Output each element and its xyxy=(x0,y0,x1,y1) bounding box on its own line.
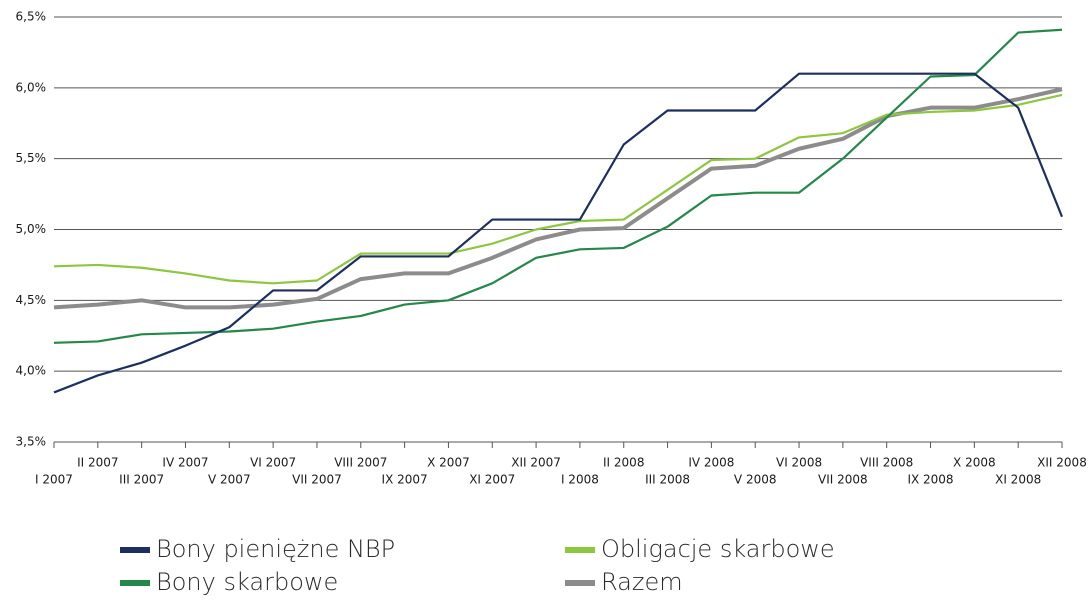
x-tick-label: III 2007 xyxy=(119,473,164,487)
x-tick-label: VI 2007 xyxy=(250,456,296,470)
legend-swatch xyxy=(120,547,150,553)
x-tick-label: VII 2008 xyxy=(818,473,868,487)
legend-swatch xyxy=(120,580,150,586)
legend-label: Obligacje skarbowe xyxy=(601,535,835,563)
series-line xyxy=(53,72,1064,394)
x-tick-label: VII 2007 xyxy=(292,473,342,487)
x-tick-label: IV 2008 xyxy=(688,456,734,470)
legend-swatch xyxy=(565,580,595,586)
x-tick-label: VIII 2008 xyxy=(860,456,913,470)
x-tick-label: I 2007 xyxy=(35,473,73,487)
x-tick-label: IX 2007 xyxy=(382,473,428,487)
y-tick-label: 4,0% xyxy=(16,364,47,378)
x-tick-label: XI 2007 xyxy=(469,473,515,487)
x-tick-label: II 2007 xyxy=(77,456,118,470)
x-tick-label: III 2008 xyxy=(645,473,690,487)
x-tick-label: XII 2008 xyxy=(1037,456,1087,470)
x-tick-label: XII 2007 xyxy=(511,456,561,470)
series-line xyxy=(53,93,1063,285)
y-tick-label: 3,5% xyxy=(16,435,47,449)
x-tick-label: IV 2007 xyxy=(162,456,208,470)
x-tick-label: X 2008 xyxy=(953,456,996,470)
series-line xyxy=(53,28,1063,344)
x-tick-label: VI 2008 xyxy=(776,456,822,470)
y-tick-label: 6,0% xyxy=(16,80,47,94)
legend-swatch xyxy=(565,547,595,553)
x-tick-label: V 2007 xyxy=(208,473,251,487)
x-tick-label: IX 2008 xyxy=(907,473,953,487)
x-tick-label: XI 2008 xyxy=(995,473,1041,487)
y-tick-label: 4,5% xyxy=(16,293,47,307)
series-line xyxy=(53,87,1063,310)
legend-label: Bony pieniężne NBP xyxy=(156,535,395,563)
y-tick-label: 6,5% xyxy=(16,10,47,24)
x-tick-label: X 2007 xyxy=(427,456,470,470)
x-tick-label: V 2008 xyxy=(734,473,777,487)
y-tick-label: 5,0% xyxy=(16,222,47,236)
legend-label: Razem xyxy=(601,568,683,596)
x-tick-label: II 2008 xyxy=(603,456,644,470)
y-tick-label: 5,5% xyxy=(16,151,47,165)
legend-label: Bony skarbowe xyxy=(156,568,338,596)
x-tick-label: VIII 2007 xyxy=(334,456,387,470)
x-tick-label: I 2008 xyxy=(561,473,599,487)
